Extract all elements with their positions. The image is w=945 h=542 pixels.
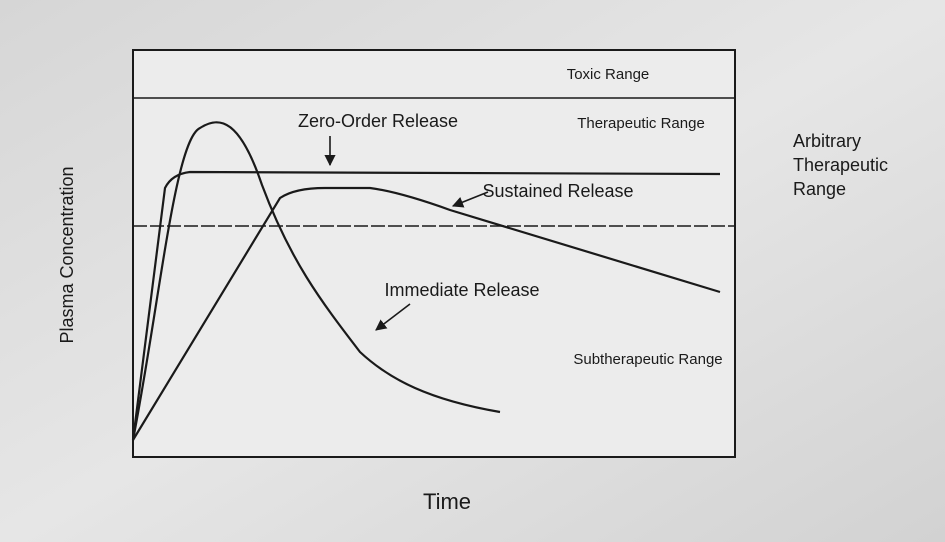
range-label: Therapeutic Range [577, 115, 705, 132]
curve-label: Zero-Order Release [298, 111, 458, 131]
zero-order-curve [131, 170, 721, 441]
range-label: Therapeutic [793, 155, 888, 175]
range-label: Arbitrary [793, 131, 861, 151]
range-label: Subtherapeutic Range [573, 351, 722, 368]
plot-frame [132, 49, 736, 458]
x-axis-title: Time [423, 489, 471, 514]
arrow [451, 191, 489, 208]
curve-label: Sustained Release [482, 181, 633, 201]
arrow [375, 303, 411, 331]
curve-label: Immediate Release [384, 280, 539, 300]
range-label: Range [793, 179, 846, 199]
range-label: Toxic Range [567, 66, 650, 83]
sustained-curve [132, 186, 721, 441]
y-axis-title: Plasma Concentration [57, 166, 77, 343]
immediate-curve [131, 121, 501, 441]
